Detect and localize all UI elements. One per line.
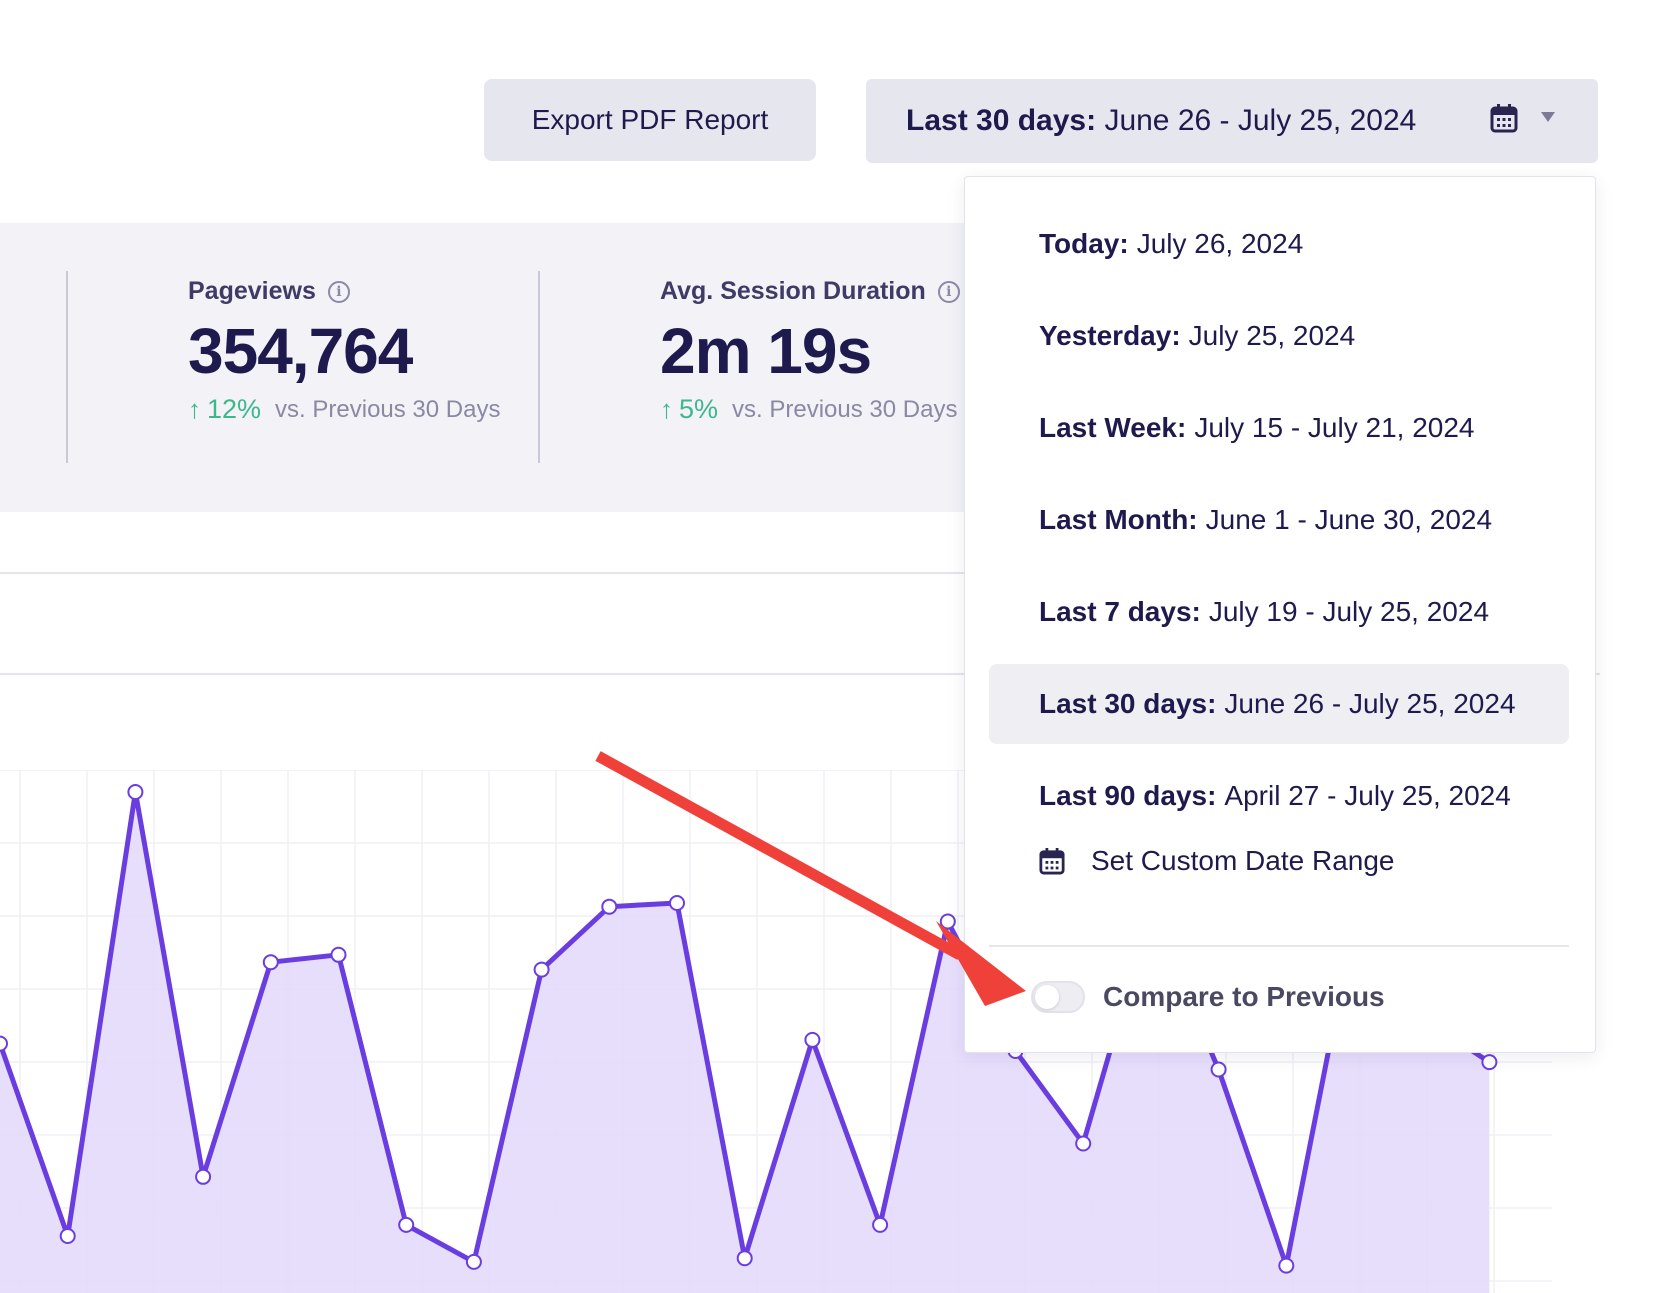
stats-divider bbox=[538, 271, 540, 463]
export-pdf-report-button[interactable]: Export PDF Report bbox=[484, 79, 816, 161]
option-dates: June 26 - July 25, 2024 bbox=[1224, 688, 1516, 719]
chart-point bbox=[59, 1228, 76, 1244]
date-option-last-week[interactable]: Last Week: July 15 - July 21, 2024 bbox=[989, 388, 1569, 468]
stat-change-percent: 12% bbox=[207, 394, 262, 424]
chart-point bbox=[1278, 1257, 1295, 1274]
chart-point bbox=[1210, 1061, 1227, 1078]
option-dates: July 15 - July 21, 2024 bbox=[1194, 412, 1475, 443]
option-period: Last Week: bbox=[1039, 412, 1187, 443]
chart-point bbox=[330, 946, 347, 963]
info-icon[interactable]: i bbox=[937, 280, 960, 303]
option-period: Last 90 days: bbox=[1039, 780, 1217, 811]
chart-point bbox=[533, 961, 550, 978]
stats-divider bbox=[66, 271, 68, 463]
date-option-last-30-days[interactable]: Last 30 days: June 26 - July 25, 2024 bbox=[989, 664, 1569, 744]
chart-point bbox=[398, 1216, 415, 1233]
stat-label-row: Avg. Session Duration i bbox=[660, 277, 960, 306]
chart-point bbox=[736, 1250, 753, 1267]
section-divider bbox=[0, 572, 1000, 574]
date-range-dropdown: Today: July 26, 2024 Yesterday: July 25, 2… bbox=[964, 176, 1596, 1053]
set-custom-date-range[interactable]: Set Custom Date Range bbox=[1039, 845, 1395, 877]
compare-to-previous-toggle[interactable] bbox=[1031, 981, 1085, 1013]
option-period: Yesterday: bbox=[1039, 320, 1181, 351]
stat-change-percent: 5% bbox=[679, 394, 719, 424]
option-period: Today: bbox=[1039, 228, 1129, 259]
chart-area-fill bbox=[0, 792, 1490, 1293]
date-range-text: Last 30 days: June 26 - July 25, 2024 bbox=[906, 104, 1416, 138]
caret-down-icon bbox=[1541, 112, 1555, 122]
date-range-dates: June 26 - July 25, 2024 bbox=[1104, 104, 1417, 137]
chart-point bbox=[1481, 1054, 1498, 1071]
stat-value: 354,764 bbox=[188, 315, 413, 387]
option-dates: April 27 - July 25, 2024 bbox=[1224, 780, 1511, 811]
calendar-icon bbox=[1039, 848, 1065, 875]
stat-label: Pageviews bbox=[188, 277, 316, 305]
stat-avg-session-duration: Avg. Session Duration i 2m 19s ↑ 5% vs. … bbox=[660, 277, 960, 425]
info-icon[interactable]: i bbox=[327, 280, 350, 303]
chart-point bbox=[804, 1031, 821, 1048]
stat-comparison: vs. Previous 30 Days bbox=[732, 395, 958, 423]
compare-to-previous-label: Compare to Previous bbox=[1103, 981, 1385, 1012]
date-range-period: Last 30 days: bbox=[906, 104, 1097, 137]
stat-pageviews: Pageviews i 354,764 ↑ 12% vs. Previous 3… bbox=[188, 277, 500, 425]
arrow-up-icon: ↑ bbox=[660, 394, 673, 424]
stat-label: Avg. Session Duration bbox=[660, 277, 926, 305]
calendar-icon bbox=[1490, 104, 1518, 133]
chart-point bbox=[195, 1168, 212, 1185]
stat-change: ↑ 12% vs. Previous 30 Days bbox=[188, 394, 500, 425]
stat-comparison: vs. Previous 30 Days bbox=[275, 395, 501, 423]
chart-point bbox=[872, 1216, 889, 1233]
date-option-today[interactable]: Today: July 26, 2024 bbox=[989, 204, 1569, 284]
chart-point bbox=[465, 1253, 482, 1270]
date-option-last-7-days[interactable]: Last 7 days: July 19 - July 25, 2024 bbox=[989, 572, 1569, 652]
chart-point bbox=[1075, 1135, 1092, 1152]
chart-point bbox=[127, 784, 144, 800]
option-dates: July 25, 2024 bbox=[1188, 320, 1356, 351]
custom-date-range-label: Set Custom Date Range bbox=[1091, 845, 1395, 876]
option-dates: July 19 - July 25, 2024 bbox=[1208, 596, 1490, 627]
date-option-last-90-days[interactable]: Last 90 days: April 27 - July 25, 2024 bbox=[989, 756, 1569, 836]
chart-point bbox=[669, 895, 685, 911]
option-period: Last 30 days: bbox=[1039, 688, 1217, 719]
stat-label-row: Pageviews i bbox=[188, 277, 500, 306]
arrow-up-icon: ↑ bbox=[188, 394, 201, 424]
stats-panel: Pageviews i 354,764 ↑ 12% vs. Previous 3… bbox=[0, 223, 1000, 512]
date-option-last-month[interactable]: Last Month: June 1 - June 30, 2024 bbox=[989, 480, 1569, 560]
dropdown-divider bbox=[989, 945, 1569, 947]
date-range-picker[interactable]: Last 30 days: June 26 - July 25, 2024 bbox=[866, 79, 1598, 163]
stat-change: ↑ 5% vs. Previous 30 Days bbox=[660, 394, 960, 425]
section-divider bbox=[0, 673, 1600, 675]
option-dates: July 26, 2024 bbox=[1136, 228, 1304, 259]
chart-point bbox=[939, 913, 956, 930]
chart-point bbox=[601, 898, 618, 915]
chart-point bbox=[262, 954, 279, 971]
option-period: Last 7 days: bbox=[1039, 596, 1201, 627]
chart-point bbox=[0, 1035, 8, 1052]
stat-value: 2m 19s bbox=[660, 315, 872, 387]
toggle-knob bbox=[1035, 985, 1059, 1009]
option-period: Last Month: bbox=[1039, 504, 1198, 535]
option-dates: June 1 - June 30, 2024 bbox=[1205, 504, 1493, 535]
date-option-yesterday[interactable]: Yesterday: July 25, 2024 bbox=[989, 296, 1569, 376]
